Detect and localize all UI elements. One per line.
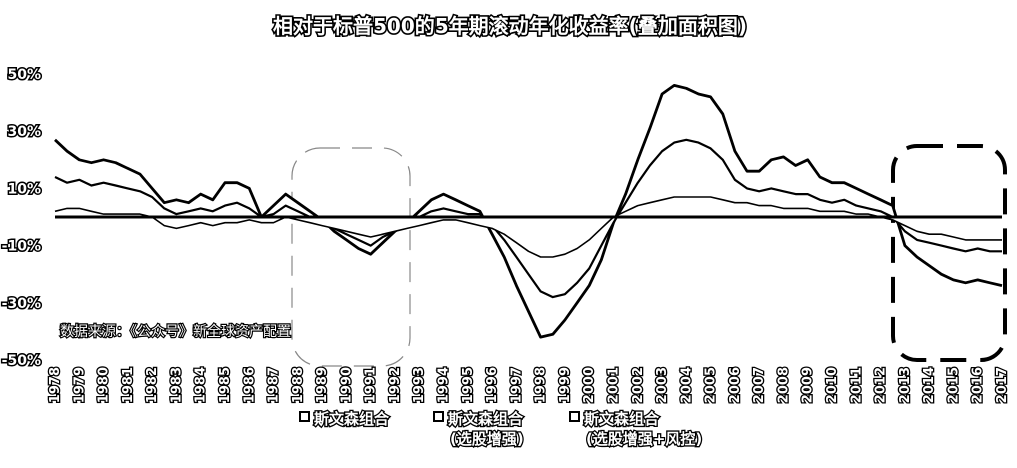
- x-tick-label: 2016: [971, 367, 986, 403]
- x-tick-label: 2011: [849, 367, 864, 403]
- y-tick-label: -50%: [2, 353, 41, 369]
- legend-label: 斯文森组合: [584, 410, 660, 428]
- highlight-box-1988-1992: [291, 147, 411, 367]
- x-tick-label: 1999: [558, 367, 573, 403]
- y-tick-label: -10%: [2, 239, 41, 255]
- x-tick-label: 1990: [339, 367, 354, 403]
- series-line-1: [54, 196, 1002, 258]
- x-tick-label: 2014: [922, 367, 937, 403]
- legend-item-2: 斯文森组合 (选股增强): [433, 409, 525, 449]
- legend-label: (选股增强+风控): [586, 430, 702, 448]
- x-tick-label: 2017: [995, 367, 1010, 403]
- x-tick-label: 1978: [48, 367, 63, 403]
- x-tick-label: 1987: [267, 367, 282, 403]
- x-tick-label: 2012: [874, 367, 889, 403]
- x-tick-label: 1981: [121, 367, 136, 403]
- y-tick-label: -30%: [2, 296, 41, 312]
- x-tick-label: 2005: [704, 367, 719, 403]
- y-axis-ticks: 50% 30% 10% -10% -30% -50%: [0, 66, 42, 371]
- legend-label: (选股增强): [450, 430, 524, 448]
- x-tick-label: 1988: [291, 367, 306, 403]
- legend: 斯文森组合 斯文森组合 (选股增强) 斯文森组合 (选股增强+风控): [299, 409, 704, 449]
- x-tick-label: 2003: [655, 367, 670, 403]
- x-axis-ticks: 1978 1979 1980 1981 1982 1983 1984 1985 1986 1987…: [47, 366, 1012, 405]
- x-tick-label: 2000: [582, 367, 597, 403]
- x-tick-label: 1996: [485, 367, 500, 403]
- source-annotation: 数据来源：《公众号》新全球资产配置: [60, 323, 291, 340]
- legend-label: 斯文森组合: [314, 410, 390, 428]
- x-tick-label: 2013: [898, 367, 913, 403]
- x-tick-label: 1993: [412, 367, 427, 403]
- chart-title: 相对于标普500的5年期滚动年化收益率(叠加面积图): [273, 14, 747, 38]
- x-tick-label: 2008: [777, 367, 792, 403]
- legend-swatch: [299, 411, 310, 422]
- x-tick-label: 2002: [631, 367, 646, 403]
- legend-item-1: 斯文森组合: [299, 409, 391, 429]
- series-line-3: [54, 84, 1003, 339]
- x-tick-label: 2001: [607, 367, 622, 403]
- x-tick-label: 1995: [461, 367, 476, 403]
- x-tick-label: 1982: [145, 367, 160, 403]
- x-tick-label: 1994: [437, 367, 452, 403]
- legend-label: 斯文森组合: [448, 410, 524, 428]
- x-tick-label: 2009: [801, 367, 816, 403]
- legend-item-3: 斯文森组合 (选股增强+风控): [569, 409, 704, 449]
- x-tick-label: 2015: [946, 367, 961, 403]
- legend-swatch: [433, 411, 444, 422]
- x-tick-label: 1984: [194, 367, 209, 403]
- highlight-boxes: [291, 144, 1007, 367]
- x-tick-label: 1983: [169, 367, 184, 403]
- y-tick-label: 50%: [7, 67, 41, 83]
- x-tick-label: 1991: [364, 367, 379, 403]
- x-tick-label: 1992: [388, 367, 403, 403]
- series-area-1: [55, 197, 1002, 257]
- series-line-2: [54, 138, 1002, 299]
- x-tick-label: 1997: [509, 367, 524, 403]
- legend-swatch: [569, 411, 580, 422]
- x-tick-label: 1986: [242, 367, 257, 403]
- x-tick-label: 2007: [752, 367, 767, 403]
- x-tick-label: 2006: [728, 367, 743, 403]
- y-tick-label: 30%: [7, 124, 41, 140]
- x-tick-label: 1985: [218, 367, 233, 403]
- x-tick-label: 1989: [315, 367, 330, 403]
- x-tick-label: 2010: [825, 367, 840, 403]
- x-tick-label: 1998: [534, 367, 549, 403]
- y-tick-label: 10%: [7, 181, 41, 197]
- highlight-box-2013-2017: [891, 144, 1007, 362]
- series-layer: [54, 84, 1003, 339]
- x-tick-label: 1979: [72, 367, 87, 403]
- x-tick-label: 2004: [679, 367, 694, 403]
- x-tick-label: 1980: [97, 367, 112, 403]
